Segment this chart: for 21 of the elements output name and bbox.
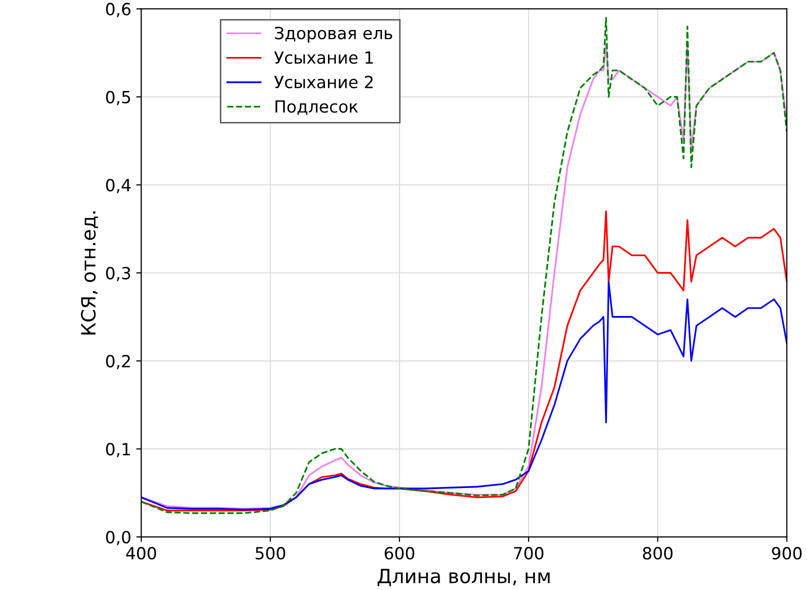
x-tick-label: 900 bbox=[772, 546, 802, 560]
legend-label: Усыхание 1 bbox=[274, 51, 373, 64]
y-tick-label: 0,0 bbox=[106, 530, 130, 546]
y-tick-label: 0,2 bbox=[106, 354, 130, 370]
x-tick-label: 600 bbox=[384, 546, 414, 560]
x-tick-label: 400 bbox=[126, 546, 156, 560]
y-tick-label: 0,5 bbox=[106, 90, 130, 106]
line-series bbox=[141, 280, 787, 510]
line-series bbox=[141, 210, 787, 512]
y-tick-label: 0,4 bbox=[106, 178, 131, 194]
x-tick-label: 700 bbox=[514, 546, 544, 560]
x-tick-label: 500 bbox=[256, 546, 286, 560]
x-axis-title: Длина волны, нм bbox=[378, 568, 550, 586]
y-tick-label: 0,6 bbox=[106, 2, 130, 18]
legend-label: Усыхание 2 bbox=[274, 76, 373, 88]
y-axis-title: КСЯ, отн.ед. bbox=[80, 211, 98, 334]
legend-label: Подлесок bbox=[276, 100, 358, 115]
x-tick-label: 800 bbox=[642, 546, 673, 560]
legend-label: Здоровая ель bbox=[275, 26, 392, 43]
y-tick-label: 0,1 bbox=[106, 442, 130, 458]
y-tick-label: 0,3 bbox=[106, 266, 130, 282]
